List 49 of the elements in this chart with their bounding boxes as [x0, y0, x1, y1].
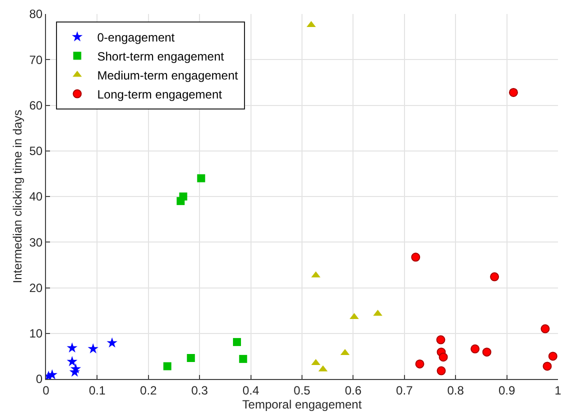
point	[232, 338, 241, 346]
point	[490, 272, 500, 282]
point	[540, 324, 550, 334]
x-axis-title: Temporal engagement	[242, 397, 362, 412]
x-tick-label: 0.5	[294, 383, 311, 398]
x-tick-label: 0.3	[191, 383, 208, 398]
y-tick-label: 60	[29, 98, 43, 112]
x-tick-label: 0.1	[88, 383, 106, 398]
y-tick-label: 20	[29, 280, 43, 295]
y-tick-label: 0	[36, 372, 43, 386]
point	[186, 354, 195, 362]
point	[415, 359, 424, 368]
point	[436, 366, 446, 376]
legend-label: Short-term engagement	[97, 49, 225, 64]
x-tick-label: 0.6	[344, 383, 362, 398]
legend-label: Medium-term engagement	[97, 68, 239, 82]
point	[106, 337, 118, 348]
x-tick-label: 0.2	[140, 383, 158, 398]
point	[239, 354, 248, 363]
x-tick-label: 0.4	[242, 383, 260, 398]
point	[197, 174, 206, 182]
legend-label: Long-term engagement	[97, 87, 223, 102]
x-tick-label: 0.7	[396, 383, 414, 398]
point	[542, 362, 552, 371]
point	[438, 352, 448, 362]
point	[482, 348, 492, 357]
point	[470, 344, 480, 354]
x-tick-label: 0.8	[447, 383, 464, 398]
point	[46, 369, 58, 379]
point	[411, 252, 420, 262]
y-tick-label: 40	[29, 190, 43, 204]
point	[66, 356, 78, 366]
point	[69, 366, 80, 377]
y-tick-label: 50	[29, 144, 43, 158]
y-tick-label: 30	[29, 235, 43, 250]
point	[508, 88, 518, 97]
point	[179, 192, 188, 200]
point	[88, 343, 98, 354]
y-tick-label: 80	[29, 7, 43, 22]
y-tick-label: 10	[29, 326, 43, 341]
x-tick-label: 1	[554, 383, 562, 398]
point	[436, 335, 446, 344]
y-tick-label: 70	[29, 52, 43, 67]
legend-label: 0-engagement	[97, 30, 176, 44]
point	[548, 352, 558, 361]
y-axis-title: Intermedian clicking time in days	[10, 110, 25, 284]
x-tick-label: 0.9	[498, 383, 516, 398]
point	[163, 362, 172, 370]
point	[66, 342, 78, 353]
